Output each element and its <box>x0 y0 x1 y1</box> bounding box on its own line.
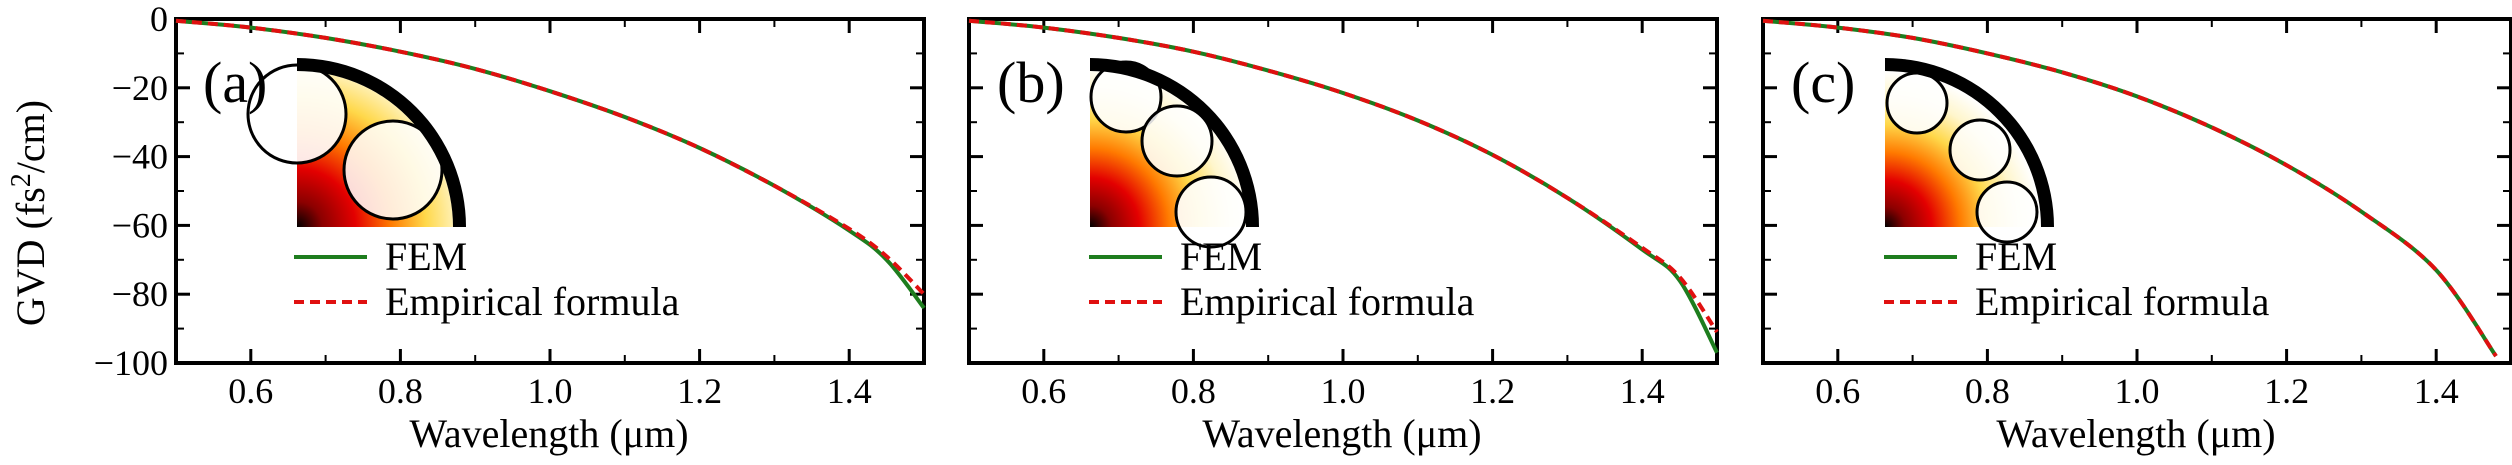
y-tick-label: −100 <box>94 343 168 383</box>
x-tick-label: 0.6 <box>228 371 273 411</box>
inset-capillary <box>1140 104 1214 178</box>
panel-label: (c) <box>1791 50 1855 115</box>
inset-capillary <box>342 119 444 221</box>
x-tick-label: 1.2 <box>1470 371 1515 411</box>
legend: FEM Empirical formula <box>294 234 680 324</box>
inset-capillary <box>1948 118 2012 182</box>
legend: FEM Empirical formula <box>1089 234 1475 324</box>
series-line-empirical <box>175 18 926 296</box>
y-axis-label: GVD (fs2/cm) <box>6 100 53 326</box>
y-tick-label: −80 <box>112 274 168 314</box>
x-axis-label-a: Wavelength (μm) <box>409 411 688 456</box>
panel-c: (c) FEM Empirical formula 0.6 0.8 1.0 1.2 1.… <box>1761 17 2512 411</box>
x-tick-label: 1.4 <box>2414 371 2459 411</box>
inset-cladding-ring <box>1885 58 2054 227</box>
inset-fiber-cross-section-c <box>1885 58 2054 244</box>
x-tick-label: 0.6 <box>1815 371 1860 411</box>
inset-cladding-ring <box>1090 58 1259 227</box>
x-tick-label: 1.4 <box>827 371 872 411</box>
x-axis-label-b: Wavelength (μm) <box>1202 411 1481 456</box>
y-tick-label: −20 <box>112 68 168 108</box>
x-tick-label: 0.6 <box>1021 371 1066 411</box>
series-line-fem <box>175 18 926 310</box>
plot-area-a: 0.6 0.8 1.0 1.2 1.4 0 −20 −40 −60 −80 −100 <box>94 0 926 411</box>
series-line-empirical <box>968 18 1719 334</box>
inset-capillary <box>1885 71 1949 135</box>
x-axis-label-c: Wavelength (μm) <box>1996 411 2275 456</box>
legend-label-fem: FEM <box>1975 234 2057 279</box>
inset-fiber-cross-section-b <box>1089 58 1259 249</box>
x-tick-label: 0.8 <box>1965 371 2010 411</box>
panel-label: (a) <box>203 50 267 115</box>
panel-a: (a) FEM Empirical formula 0.6 0.8 1.0 1.2 1.… <box>94 0 926 411</box>
y-tick-label: −40 <box>112 137 168 177</box>
x-tick-label: 0.8 <box>1171 371 1216 411</box>
plot-area-b: 0.6 0.8 1.0 1.2 1.4 <box>967 17 1719 411</box>
inset-capillary <box>1975 180 2039 244</box>
x-tick-label: 0.8 <box>378 371 423 411</box>
legend-label-empirical: Empirical formula <box>1975 279 2270 324</box>
legend-label-fem: FEM <box>1180 234 1262 279</box>
y-tick-label: −60 <box>112 205 168 245</box>
x-tick-label: 1.0 <box>528 371 573 411</box>
inset-cladding-ring <box>297 58 466 227</box>
x-tick-label: 1.0 <box>1321 371 1366 411</box>
panel-b: (b) FEM Empirical formula 0.6 0.8 1.0 1.2 1.… <box>967 17 1719 411</box>
x-tick-label: 1.4 <box>1620 371 1665 411</box>
x-tick-label: 1.0 <box>2115 371 2160 411</box>
y-tick-label: 0 <box>150 0 168 39</box>
plot-area-c: 0.6 0.8 1.0 1.2 1.4 <box>1761 17 2512 411</box>
x-tick-label: 1.2 <box>677 371 722 411</box>
legend: FEM Empirical formula <box>1884 234 2270 324</box>
legend-label-empirical: Empirical formula <box>1180 279 1475 324</box>
x-tick-label: 1.2 <box>2264 371 2309 411</box>
inset-fiber-cross-section-a <box>246 58 466 227</box>
legend-label-fem: FEM <box>385 234 467 279</box>
legend-label-empirical: Empirical formula <box>385 279 680 324</box>
panel-label: (b) <box>997 50 1065 115</box>
series-line-empirical <box>1762 18 2498 358</box>
